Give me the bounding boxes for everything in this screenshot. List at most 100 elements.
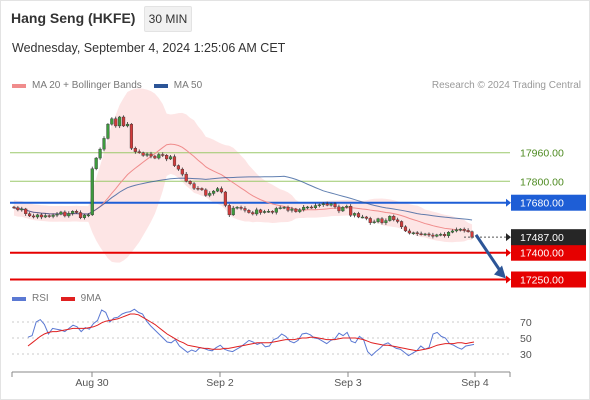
- level-label-17250.00: 17250.00: [511, 271, 586, 288]
- candle-60: [247, 210, 251, 213]
- candles: [12, 115, 474, 239]
- candle-59: [243, 208, 247, 211]
- support-pointer-1: [506, 248, 511, 257]
- datetime-label: Wednesday, September 4, 2024 1:25:06 AM …: [12, 41, 286, 55]
- candle-74: [302, 206, 306, 210]
- candle-79: [321, 203, 325, 205]
- candle-50: [208, 193, 212, 196]
- instrument-title: Hang Seng (HKFE): [11, 10, 136, 26]
- candle-36: [153, 155, 157, 159]
- candle-103: [415, 232, 419, 234]
- candle-64: [262, 211, 267, 213]
- candle-54: [223, 191, 227, 206]
- candle-99: [399, 221, 404, 228]
- indicator-line-rsi: [27, 308, 475, 357]
- candle-26: [114, 118, 118, 127]
- last-price-box: [511, 229, 586, 246]
- candle-73: [298, 209, 302, 212]
- legend-item-ma50: MA 50: [153, 80, 203, 91]
- candle-43: [180, 168, 184, 175]
- candle-25: [110, 118, 114, 125]
- candle-22: [98, 148, 102, 159]
- candle-100: [403, 226, 408, 232]
- candle-48: [200, 188, 204, 191]
- candle-14: [67, 213, 71, 217]
- candle-109: [439, 234, 443, 236]
- candle-6: [35, 214, 40, 218]
- price-legend: MA 20 + Bollinger Bands MA 50: [12, 80, 214, 91]
- interval-button[interactable]: 30 MIN: [144, 6, 192, 32]
- candle-29: [125, 123, 130, 127]
- candle-13: [63, 211, 67, 217]
- research-credit: Research © 2024 Trading Central: [431, 80, 581, 91]
- legend-item-9ma: 9MA: [60, 293, 102, 304]
- legend-label-ma50: MA 50: [173, 80, 203, 91]
- rsi-tick-30: 30: [520, 349, 532, 361]
- candle-110: [443, 234, 447, 236]
- candle-107: [431, 234, 435, 237]
- candle-4: [28, 213, 32, 217]
- level-text-17250.00: 17250.00: [520, 275, 564, 287]
- candle-7: [39, 214, 43, 218]
- candle-58: [239, 206, 243, 209]
- candle-1: [16, 207, 20, 211]
- bollinger-band: [13, 88, 473, 263]
- candle-96: [388, 216, 392, 221]
- level-label-17960.00: 17960.00: [520, 148, 564, 160]
- candle-19: [86, 214, 90, 217]
- candle-49: [204, 189, 208, 196]
- candle-39: [165, 155, 169, 160]
- indicator-line-9ma: [27, 313, 475, 352]
- level-label-17680.00: 17680.00: [511, 194, 586, 211]
- legend-item-ma20: MA 20 + Bollinger Bands: [12, 80, 142, 91]
- x-tick-label-2: Sep 3: [334, 377, 362, 389]
- candle-104: [419, 233, 423, 235]
- candle-88: [356, 213, 361, 218]
- candle-76: [309, 206, 314, 209]
- candle-115: [462, 228, 466, 231]
- candle-47: [196, 188, 200, 190]
- candle-20: [90, 168, 94, 216]
- candle-84: [341, 206, 345, 212]
- candle-85: [345, 206, 349, 208]
- candle-5: [31, 215, 36, 218]
- candle-11: [55, 213, 59, 216]
- candle-44: [184, 173, 188, 182]
- level-label-17800.00: 17800.00: [520, 176, 564, 188]
- legend-label-9ma: 9MA: [80, 293, 102, 304]
- candle-71: [290, 208, 294, 211]
- projection-arrow-head: [494, 265, 506, 279]
- candle-16: [75, 211, 79, 213]
- candle-111: [446, 231, 451, 236]
- candle-17: [78, 212, 83, 218]
- ma50-line: [13, 175, 473, 221]
- candle-61: [251, 212, 255, 215]
- candle-102: [411, 232, 415, 234]
- last-price-pointer: [506, 233, 511, 242]
- candle-72: [294, 208, 298, 212]
- candle-51: [212, 190, 216, 194]
- candle-2: [20, 208, 24, 211]
- candle-63: [259, 209, 263, 213]
- ma20-swatch: [12, 83, 26, 88]
- candle-21: [94, 157, 98, 169]
- candle-30: [129, 123, 133, 149]
- candle-117: [470, 231, 474, 238]
- legend-label-ma20: MA 20 + Bollinger Bands: [32, 80, 142, 91]
- candle-112: [450, 230, 455, 233]
- candle-23: [102, 138, 106, 150]
- candle-40: [168, 156, 173, 160]
- candle-82: [333, 203, 337, 208]
- candle-57: [235, 206, 239, 209]
- candle-24: [106, 123, 110, 139]
- candle-69: [282, 206, 286, 209]
- candle-83: [337, 206, 341, 212]
- candle-116: [466, 230, 470, 232]
- candle-77: [313, 205, 318, 208]
- candle-65: [266, 211, 271, 213]
- legend-item-rsi: RSI: [12, 293, 49, 304]
- level-box-17400.00: [511, 244, 586, 261]
- candle-92: [372, 221, 376, 224]
- candle-106: [427, 233, 431, 236]
- candle-46: [192, 183, 196, 189]
